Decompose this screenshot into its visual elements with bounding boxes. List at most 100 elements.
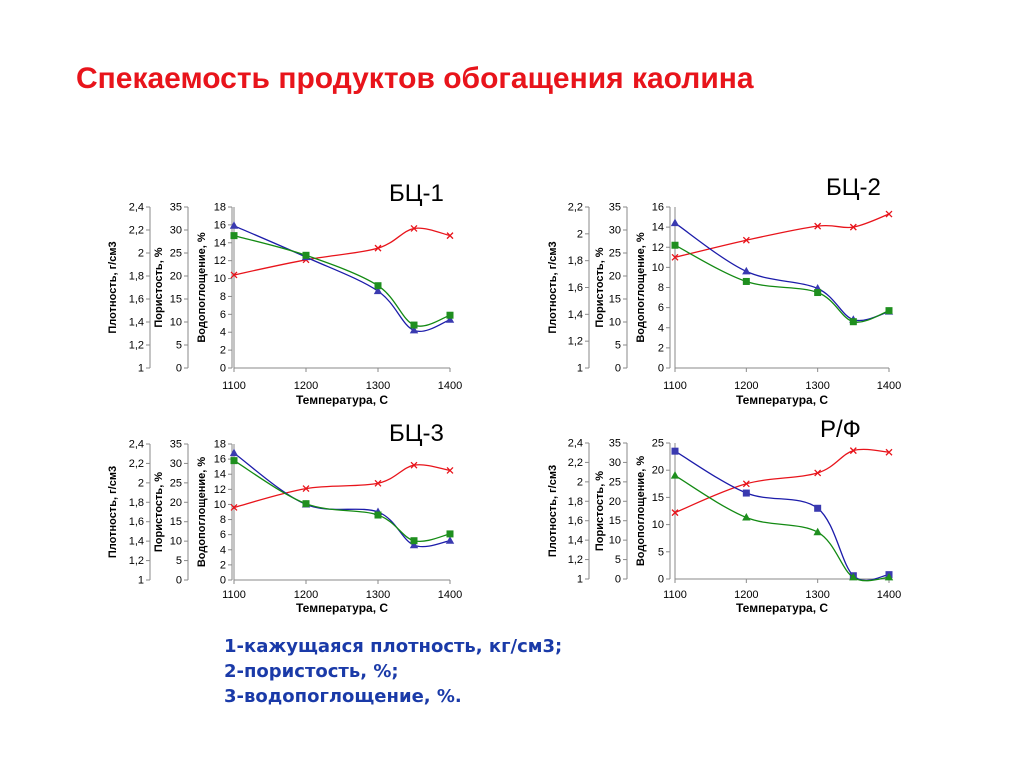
density-point xyxy=(742,480,750,488)
porosity-point xyxy=(409,325,419,334)
y-tick-label: 35 xyxy=(170,202,182,214)
water-point xyxy=(302,251,310,259)
water-point xyxy=(670,471,680,479)
y-axis-title: Пористость, % xyxy=(153,247,165,327)
y-tick-label: 1,8 xyxy=(129,271,144,283)
y-axis-title: Плотность, г/см3 xyxy=(107,466,119,558)
porosity-line xyxy=(674,450,890,581)
y-tick-label: 8 xyxy=(220,514,226,526)
x-tick-label: 1400 xyxy=(877,589,901,601)
y-tick-label: 5 xyxy=(615,340,621,352)
porosity-point xyxy=(742,489,750,497)
x-tick-label: 1400 xyxy=(877,380,901,392)
y-tick-label: 1,4 xyxy=(129,317,144,329)
y-axis-title: Водопоглощение, % xyxy=(196,232,208,342)
y-tick-label: 8 xyxy=(220,291,226,303)
y-tick-label: 20 xyxy=(170,497,182,509)
y-tick-label: 0 xyxy=(176,363,182,375)
density-point xyxy=(230,271,238,279)
density-point xyxy=(410,225,418,232)
y-tick-label: 2 xyxy=(220,559,226,571)
y-tick-label: 5 xyxy=(615,554,621,566)
y-tick-label: 25 xyxy=(609,476,621,488)
y-tick-label: 14 xyxy=(214,469,226,481)
y-tick-label: 12 xyxy=(652,242,664,254)
y-axis-title: Водопоглощение, % xyxy=(635,456,647,566)
y-tick-label: 10 xyxy=(652,262,664,274)
y-tick-label: 25 xyxy=(170,477,182,489)
y-tick-label: 2 xyxy=(220,345,226,357)
y-tick-label: 30 xyxy=(170,225,182,237)
y-tick-label: 1 xyxy=(138,363,144,375)
legend-item-density: 1-кажущаяся плотность, кг/см3; xyxy=(224,636,563,657)
y-tick-label: 5 xyxy=(658,546,664,558)
y-tick-label: 5 xyxy=(176,340,182,352)
porosity-point xyxy=(229,448,239,457)
y-tick-label: 25 xyxy=(170,248,182,260)
x-tick-label: 1300 xyxy=(366,589,390,601)
y-tick-label: 10 xyxy=(609,317,621,329)
x-tick-label: 1100 xyxy=(222,380,246,392)
y-tick-label: 1,8 xyxy=(129,497,144,509)
density-point xyxy=(671,509,679,517)
y-tick-label: 10 xyxy=(214,273,226,285)
y-tick-label: 1 xyxy=(577,363,583,375)
x-axis-title: Температура, С xyxy=(736,601,828,615)
density-point xyxy=(742,236,750,244)
y-tick-label: 1,6 xyxy=(568,282,583,294)
y-tick-label: 1 xyxy=(577,574,583,586)
water-point xyxy=(410,321,418,329)
density-point xyxy=(849,447,857,455)
y-tick-label: 10 xyxy=(652,519,664,531)
y-tick-label: 20 xyxy=(170,271,182,283)
y-tick-label: 1 xyxy=(138,575,144,587)
water-point xyxy=(884,572,894,581)
y-tick-label: 30 xyxy=(609,457,621,469)
x-tick-label: 1100 xyxy=(663,380,687,392)
y-tick-label: 12 xyxy=(214,484,226,496)
porosity-point xyxy=(409,540,419,549)
water-point xyxy=(742,277,750,285)
water-point xyxy=(671,241,679,249)
y-tick-label: 35 xyxy=(170,439,182,451)
y-tick-label: 35 xyxy=(609,202,621,214)
y-tick-label: 20 xyxy=(609,271,621,283)
y-tick-label: 2,4 xyxy=(568,438,583,450)
y-tick-label: 30 xyxy=(170,458,182,470)
y-tick-label: 0 xyxy=(220,363,226,375)
legend-item-water: 3-водопоглощение, %. xyxy=(224,686,462,707)
y-tick-label: 6 xyxy=(658,302,664,314)
y-tick-label: 18 xyxy=(214,439,226,451)
y-tick-label: 8 xyxy=(658,282,664,294)
density-point xyxy=(671,253,679,261)
density-point xyxy=(885,210,893,218)
y-tick-label: 20 xyxy=(652,465,664,477)
y-tick-label: 25 xyxy=(652,438,664,450)
y-tick-label: 25 xyxy=(609,248,621,260)
y-tick-label: 15 xyxy=(609,515,621,527)
density-point xyxy=(814,222,822,230)
y-tick-label: 10 xyxy=(214,499,226,511)
y-tick-label: 2,4 xyxy=(129,439,144,451)
y-tick-label: 1,2 xyxy=(568,554,583,566)
porosity-point xyxy=(229,221,239,229)
y-tick-label: 1,2 xyxy=(129,555,144,567)
water-line xyxy=(674,475,890,582)
density-point xyxy=(374,244,382,252)
y-tick-label: 2,2 xyxy=(129,458,144,470)
water-point xyxy=(230,232,238,240)
y-tick-label: 1,2 xyxy=(568,336,583,348)
porosity-point xyxy=(670,218,680,227)
y-tick-label: 5 xyxy=(176,555,182,567)
y-tick-label: 2,2 xyxy=(568,457,583,469)
y-tick-label: 10 xyxy=(170,317,182,329)
y-tick-label: 15 xyxy=(170,516,182,528)
water-point xyxy=(885,307,893,315)
porosity-line xyxy=(233,452,451,548)
water-point xyxy=(849,572,858,581)
water-point xyxy=(374,282,382,290)
y-tick-label: 2 xyxy=(138,248,144,260)
y-tick-label: 0 xyxy=(176,575,182,587)
